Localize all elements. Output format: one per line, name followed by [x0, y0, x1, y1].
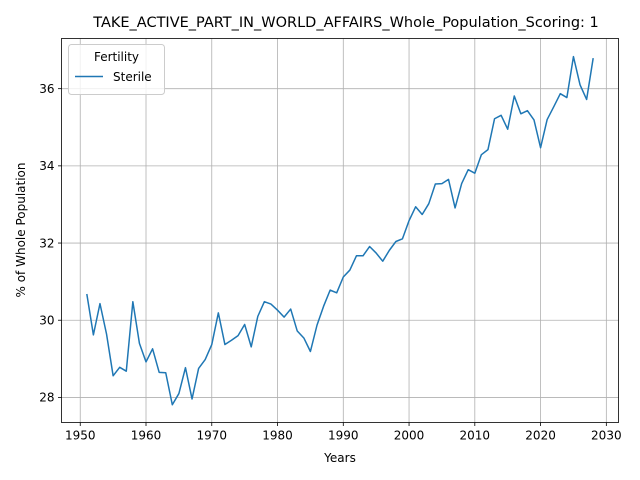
y-axis-label: % of Whole Population	[14, 163, 28, 298]
y-tick-label: 28	[39, 391, 54, 405]
legend-box	[68, 44, 165, 95]
y-tick-label: 32	[39, 236, 54, 250]
x-axis-label: Years	[323, 451, 356, 465]
x-tick-label: 1950	[65, 429, 96, 443]
y-tick-label: 34	[39, 159, 54, 173]
x-tick-label: 1980	[262, 429, 293, 443]
chart-title: TAKE_ACTIVE_PART_IN_WORLD_AFFAIRS_Whole_…	[92, 15, 599, 31]
legend-title: Fertility	[94, 50, 139, 64]
x-tick-label: 1990	[328, 429, 359, 443]
x-tick-label: 1960	[131, 429, 162, 443]
x-tick-label: 2010	[460, 429, 491, 443]
y-tick-label: 30	[39, 314, 54, 328]
x-tick-label: 2000	[394, 429, 425, 443]
x-axis-ticks: 1950 1960 1970 1980 1990 2000 2010 2020 2030	[65, 422, 622, 443]
y-axis-ticks: 28 30 32 34 36	[39, 82, 62, 405]
series-line-sterile	[86, 55, 594, 406]
grid-lines	[61, 38, 619, 423]
legend: Fertility Sterile	[68, 44, 165, 95]
plot-area-frame	[61, 38, 619, 423]
series-layer	[86, 55, 594, 406]
x-tick-label: 2030	[591, 429, 622, 443]
x-tick-label: 2020	[525, 429, 556, 443]
x-tick-label: 1970	[196, 429, 227, 443]
legend-label-sterile: Sterile	[113, 70, 152, 84]
y-tick-label: 36	[39, 82, 54, 96]
